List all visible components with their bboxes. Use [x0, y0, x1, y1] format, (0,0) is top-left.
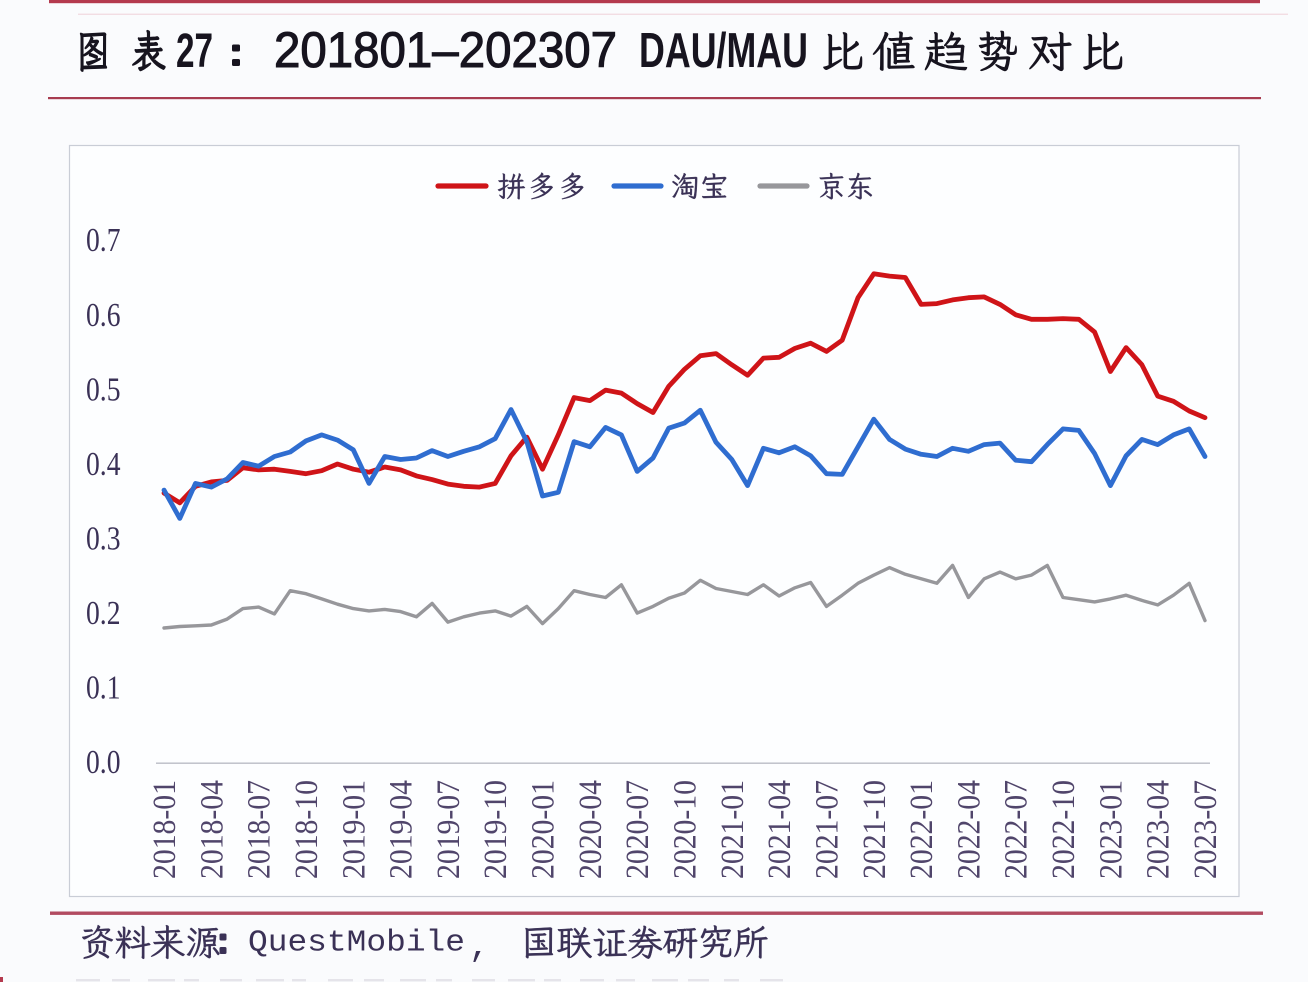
svg-text:2022-10: 2022-10 [1046, 780, 1082, 879]
svg-text:2018-10: 2018-10 [289, 780, 325, 879]
svg-text:0.3: 0.3 [86, 521, 121, 558]
svg-text:2021-07: 2021-07 [810, 780, 846, 879]
svg-text:2018-07: 2018-07 [242, 780, 278, 879]
svg-text:2019-07: 2019-07 [431, 780, 467, 879]
svg-text:0.0: 0.0 [86, 744, 121, 781]
svg-text:0.1: 0.1 [86, 670, 121, 707]
svg-text:2019-01: 2019-01 [336, 780, 372, 879]
svg-text:2020-10: 2020-10 [668, 780, 704, 879]
svg-text:2020-07: 2020-07 [620, 780, 656, 879]
svg-text:2023-01: 2023-01 [1093, 780, 1129, 879]
svg-text:2018-01: 2018-01 [147, 780, 183, 879]
svg-text:2022-07: 2022-07 [999, 780, 1035, 879]
svg-text:0.7: 0.7 [86, 222, 121, 259]
svg-text:2020-01: 2020-01 [526, 780, 562, 879]
svg-text:0.6: 0.6 [86, 297, 121, 334]
svg-text:2018-04: 2018-04 [194, 780, 230, 879]
svg-text:2021-10: 2021-10 [857, 780, 893, 879]
svg-text:2023-04: 2023-04 [1141, 780, 1177, 879]
svg-text:2020-04: 2020-04 [573, 780, 609, 879]
svg-text:0.5: 0.5 [86, 371, 121, 408]
svg-text:2021-04: 2021-04 [762, 780, 798, 879]
svg-text:2022-01: 2022-01 [904, 780, 940, 879]
svg-text:QuestMobile: QuestMobile [248, 926, 465, 961]
svg-text:2023-07: 2023-07 [1188, 780, 1224, 879]
svg-text:2019-10: 2019-10 [478, 780, 514, 879]
svg-text:2021-01: 2021-01 [715, 780, 751, 879]
svg-text:0.2: 0.2 [86, 595, 121, 632]
svg-text:0.4: 0.4 [86, 446, 121, 483]
svg-text:,: , [469, 929, 489, 967]
svg-text:2022-04: 2022-04 [951, 780, 987, 879]
svg-text:27: 27 [176, 25, 213, 78]
svg-text:2019-04: 2019-04 [384, 780, 420, 879]
svg-text:DAU/MAU: DAU/MAU [639, 24, 808, 78]
svg-text:201801–202307: 201801–202307 [274, 22, 617, 78]
